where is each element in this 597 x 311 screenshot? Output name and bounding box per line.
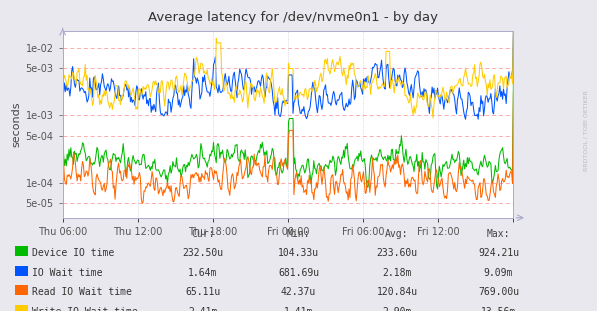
Text: RRDTOOL / TOBI OETIKER: RRDTOOL / TOBI OETIKER [584,90,589,171]
Text: Device IO time: Device IO time [32,248,114,258]
Text: Max:: Max: [487,229,510,239]
Text: 2.18m: 2.18m [382,268,412,278]
Text: 65.11u: 65.11u [185,287,221,297]
Text: 13.56m: 13.56m [481,307,516,311]
Text: Average latency for /dev/nvme0n1 - by day: Average latency for /dev/nvme0n1 - by da… [147,11,438,24]
Text: 1.64m: 1.64m [188,268,218,278]
Text: 2.41m: 2.41m [188,307,218,311]
Text: 233.60u: 233.60u [377,248,417,258]
Text: 2.90m: 2.90m [382,307,412,311]
Text: Cur:: Cur: [191,229,215,239]
Text: 120.84u: 120.84u [377,287,417,297]
Text: 1.41m: 1.41m [284,307,313,311]
Text: Read IO Wait time: Read IO Wait time [32,287,131,297]
Text: 104.33u: 104.33u [278,248,319,258]
Y-axis label: seconds: seconds [11,102,21,147]
Text: 924.21u: 924.21u [478,248,519,258]
Text: 9.09m: 9.09m [484,268,513,278]
Text: 42.37u: 42.37u [281,287,316,297]
Text: 681.69u: 681.69u [278,268,319,278]
Text: Avg:: Avg: [385,229,409,239]
Text: Write IO Wait time: Write IO Wait time [32,307,137,311]
Text: IO Wait time: IO Wait time [32,268,102,278]
Text: Min:: Min: [287,229,310,239]
Text: 232.50u: 232.50u [183,248,223,258]
Text: 769.00u: 769.00u [478,287,519,297]
